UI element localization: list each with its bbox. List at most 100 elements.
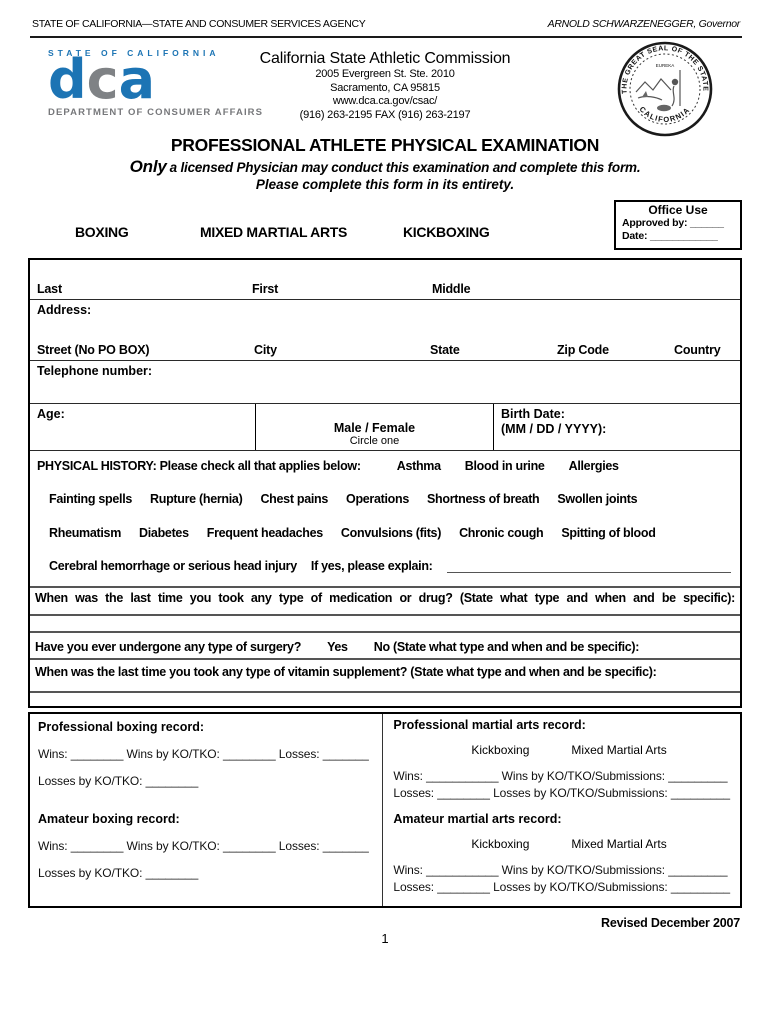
surgery-answer-line[interactable] (30, 658, 740, 660)
form-instruction-1: Only a licensed Physician may conduct thi… (0, 157, 770, 177)
label-male-female[interactable]: Male / Female (333, 421, 416, 435)
condition-rheumatism[interactable]: Rheumatism (49, 526, 122, 540)
amateur-martial-arts-heading: Amateur martial arts record: (393, 812, 562, 826)
label-zip-code: Zip Code (557, 343, 609, 357)
dca-logo-letters: dca (48, 53, 238, 107)
amateur-boxing-record-heading: Amateur boxing record: (38, 812, 180, 826)
name-fields-row[interactable]: Last First Middle (30, 260, 740, 300)
medication-answer-line-1[interactable] (30, 614, 740, 616)
governor-name: ARNOLD SCHWARZENEGGER, Governor (547, 18, 741, 30)
sex-circle-one-field[interactable]: Male / Female Circle one (255, 404, 494, 450)
header-rule (30, 36, 742, 38)
pro-boxing-wins-fields[interactable]: Wins: ________ Wins by KO/TKO: ________ … (38, 747, 369, 761)
form-instruction-2: Please complete this form in its entiret… (255, 177, 515, 192)
professional-boxing-record-heading: Professional boxing record: (38, 720, 205, 734)
logo-letter-d: d (48, 48, 87, 111)
fight-records-box: Professional boxing record: Wins: ______… (28, 712, 742, 908)
logo-state-text: STATE OF CALIFORNIA (48, 48, 220, 58)
amateur-ma-kickboxing-option[interactable]: Kickboxing (471, 837, 530, 851)
amateur-boxing-losses-ko-field[interactable]: Losses by KO/TKO: ________ (38, 866, 199, 880)
logo-letter-c: c (86, 48, 119, 111)
amateur-boxing-wins-fields[interactable]: Wins: ________ Wins by KO/TKO: ________ … (38, 839, 369, 853)
label-state: State (430, 343, 460, 357)
label-birth-format: (MM / DD / YYYY): (501, 422, 607, 436)
condition-operations[interactable]: Operations (346, 492, 410, 506)
condition-allergies[interactable]: Allergies (568, 459, 619, 473)
pro-ma-kickboxing-option[interactable]: Kickboxing (471, 743, 530, 757)
revised-date: Revised December 2007 (601, 916, 740, 930)
discipline-mixed-martial-arts[interactable]: MIXED MARTIAL ARTS (200, 224, 348, 240)
commission-name: California State Athletic Commission (259, 50, 511, 67)
amateur-ma-wins-fields[interactable]: Wins: ___________ Wins by KO/TKO/Submiss… (393, 863, 728, 877)
commission-city: Sacramento, CA 95815 (330, 81, 440, 94)
logo-letter-a: a (118, 48, 156, 111)
athlete-info-box: Last First Middle Address: Street (No PO… (28, 258, 742, 708)
commission-phone: (916) 263-2195 FAX (916) 263-2197 (299, 108, 471, 121)
condition-blood-in-urine[interactable]: Blood in urine (464, 459, 545, 473)
form-title: PROFESSIONAL ATHLETE PHYSICAL EXAMINATIO… (170, 135, 600, 155)
agency-block: California State Athletic Commission 200… (225, 50, 545, 122)
pro-ma-mma-option[interactable]: Mixed Martial Arts (571, 743, 667, 757)
physical-history-section: PHYSICAL HISTORY: Please check all that … (30, 451, 740, 573)
label-circle-one: Circle one (349, 435, 400, 447)
seal-art (635, 70, 681, 107)
california-state-seal-icon: THE GREAT SEAL OF THE STATE OF CALIFORNI… (613, 35, 714, 143)
surgery-no-option[interactable]: No (State what type and when and be spec… (373, 640, 640, 654)
question-surgery: Have you ever undergone any type of surg… (30, 637, 740, 656)
pro-ma-losses-fields[interactable]: Losses: ________ Losses by KO/TKO/Submis… (393, 786, 730, 800)
condition-chest-pains[interactable]: Chest pains (260, 492, 329, 506)
birth-date-field[interactable]: Birth Date: (MM / DD / YYYY): (494, 404, 740, 450)
condition-chronic-cough[interactable]: Chronic cough (459, 526, 544, 540)
surgery-question-text: Have you ever undergone any type of surg… (35, 640, 302, 654)
medication-answer-line-2[interactable] (30, 631, 740, 633)
condition-spitting-of-blood[interactable]: Spitting of blood (561, 526, 656, 540)
label-city: City (254, 343, 277, 357)
condition-diabetes[interactable]: Diabetes (139, 526, 189, 540)
question-medication: When was the last time you took any type… (35, 591, 735, 605)
label-telephone: Telephone number: (37, 364, 153, 378)
questions-section: When was the last time you took any type… (30, 586, 740, 693)
commission-street: 2005 Evergreen St. Ste. 2010 (315, 68, 455, 80)
seal-motto: EUREKA (656, 63, 675, 68)
label-street: Street (No PO BOX) (37, 343, 150, 357)
condition-convulsions-fits[interactable]: Convulsions (fits) (340, 526, 442, 540)
condition-fainting-spells[interactable]: Fainting spells (49, 492, 133, 506)
commission-website: www.dca.ca.gov/csac/ (332, 95, 438, 107)
pro-ma-wins-fields[interactable]: Wins: ___________ Wins by KO/TKO/Submiss… (393, 769, 728, 783)
condition-cerebral-hemorrhage[interactable]: Cerebral hemorrhage or serious head inju… (49, 559, 297, 573)
telephone-field-row[interactable]: Telephone number: (30, 361, 740, 404)
agency-header-text: STATE OF CALIFORNIA—STATE AND CONSUMER S… (32, 18, 366, 30)
section-rule (30, 586, 740, 588)
label-if-yes-explain: If yes, please explain: (310, 559, 433, 573)
office-approved-by-field[interactable]: Approved by: ______ (622, 217, 724, 229)
condition-frequent-headaches[interactable]: Frequent headaches (206, 526, 323, 540)
condition-shortness-of-breath[interactable]: Shortness of breath (427, 492, 540, 506)
condition-swollen-joints[interactable]: Swollen joints (557, 492, 638, 506)
office-date-field[interactable]: Date: ____________ (622, 229, 718, 242)
office-use-title: Office Use (648, 203, 708, 217)
logo-department-text: DEPARTMENT OF CONSUMER AFFAIRS (48, 107, 264, 119)
top-bar: STATE OF CALIFORNIA—STATE AND CONSUMER S… (32, 18, 740, 30)
physical-history-heading: PHYSICAL HISTORY: Please check all that … (37, 459, 361, 473)
martial-arts-records-column: Professional martial arts record: Kickbo… (383, 714, 740, 906)
pro-boxing-losses-ko-field[interactable]: Losses by KO/TKO: ________ (38, 774, 199, 788)
age-field[interactable]: Age: (37, 407, 65, 421)
discipline-boxing[interactable]: BOXING (75, 224, 129, 240)
condition-asthma[interactable]: Asthma (396, 459, 441, 473)
explain-answer-line[interactable] (446, 559, 731, 573)
surgery-yes-option[interactable]: Yes (327, 640, 348, 654)
discipline-kickboxing[interactable]: KICKBOXING (403, 224, 490, 240)
label-middle-name: Middle (432, 282, 471, 296)
question-vitamin: When was the last time you took any type… (35, 665, 657, 679)
age-sex-birth-row: Age: Male / Female Circle one Birth Date… (30, 404, 740, 451)
boxing-records-column: Professional boxing record: Wins: ______… (30, 714, 384, 906)
address-fields-row[interactable]: Address: Street (No PO BOX) City State Z… (30, 300, 740, 361)
amateur-ma-losses-fields[interactable]: Losses: ________ Losses by KO/TKO/Submis… (393, 880, 730, 894)
condition-rupture-hernia[interactable]: Rupture (hernia) (150, 492, 243, 506)
vitamin-answer-line[interactable] (30, 691, 740, 693)
amateur-ma-mma-option[interactable]: Mixed Martial Arts (571, 837, 667, 851)
label-first-name: First (252, 282, 279, 296)
instruction-only-word: Only (129, 157, 167, 176)
professional-martial-arts-heading: Professional martial arts record: (393, 718, 586, 732)
instruction-text: a licensed Physician may conduct this ex… (169, 160, 641, 175)
